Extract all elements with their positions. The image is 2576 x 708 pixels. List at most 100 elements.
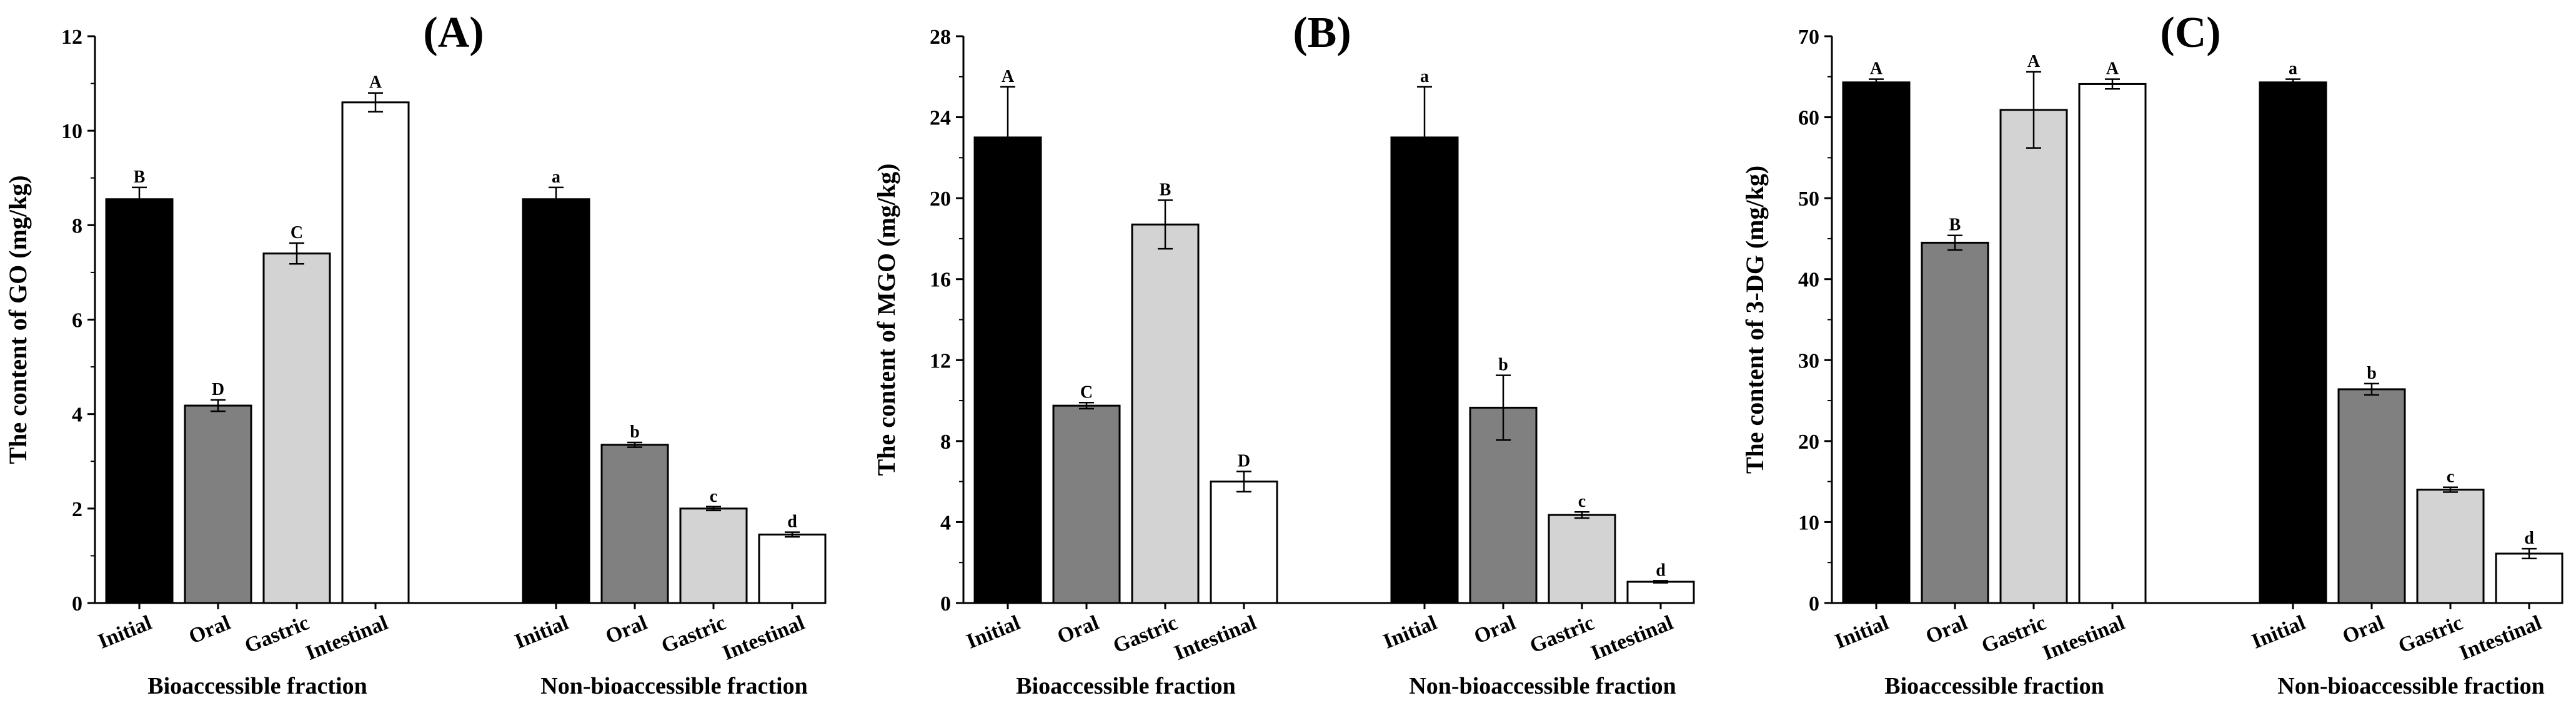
group-label: Bioaccessible fraction xyxy=(147,673,367,699)
significance-letter: c xyxy=(1578,492,1586,511)
bar-oral xyxy=(600,444,669,604)
y-tick-label: 10 xyxy=(61,120,82,143)
y-tick-label: 50 xyxy=(1798,187,1819,211)
bar-oral xyxy=(2337,388,2406,604)
y-axis-title: The content of 3-DG (mg/kg) xyxy=(1741,166,1769,474)
bar-initial xyxy=(1390,136,1459,604)
group-label: Non-bioaccessible fraction xyxy=(1409,673,1676,699)
significance-letter: A xyxy=(1002,67,1015,86)
y-tick-label: 12 xyxy=(930,349,951,372)
x-tick-label: Intestinal xyxy=(2456,611,2545,665)
x-tick-label: Initial xyxy=(1380,611,1440,654)
x-tick-label: Oral xyxy=(2339,611,2387,649)
bar-intestinal xyxy=(341,101,410,604)
panel-label: (A) xyxy=(423,9,484,57)
y-tick-label: 60 xyxy=(1798,107,1819,130)
x-tick-label: Initial xyxy=(95,611,155,654)
x-tick-label: Oral xyxy=(602,611,650,649)
y-tick-label: 24 xyxy=(930,107,951,130)
significance-letter: C xyxy=(291,223,303,242)
x-tick-label: Oral xyxy=(1471,611,1519,649)
significance-letter: B xyxy=(1160,180,1171,199)
y-tick-label: 10 xyxy=(1798,511,1819,534)
x-tick-label: Gastric xyxy=(658,611,729,658)
y-tick-label: 40 xyxy=(1798,269,1819,292)
y-tick-label: 0 xyxy=(940,592,951,616)
bar-intestinal xyxy=(2495,552,2564,604)
y-tick-label: 8 xyxy=(940,431,951,454)
bar-initial xyxy=(2259,81,2327,604)
x-tick-label: Initial xyxy=(963,611,1023,654)
panel-label: (C) xyxy=(2160,9,2220,57)
bar-initial xyxy=(1842,81,1911,604)
x-tick-label: Intestinal xyxy=(1171,611,1260,665)
group-label: Non-bioaccessible fraction xyxy=(2277,673,2544,699)
y-tick-label: 12 xyxy=(61,26,82,49)
group-label: Bioaccessible fraction xyxy=(1016,673,1235,699)
significance-letter: b xyxy=(2367,364,2377,383)
bar-gastric xyxy=(262,252,331,604)
bar-intestinal xyxy=(1210,481,1278,604)
significance-letter: D xyxy=(212,380,224,399)
significance-letter: a xyxy=(1420,67,1429,86)
significance-letter: b xyxy=(1498,356,1508,375)
y-tick-label: 8 xyxy=(72,214,82,237)
significance-letter: d xyxy=(1656,561,1666,580)
x-tick-label: Initial xyxy=(1832,611,1892,654)
significance-letter: c xyxy=(710,487,717,506)
significance-letter: a xyxy=(552,167,560,187)
panel-label: (B) xyxy=(1293,9,1351,57)
bar-intestinal xyxy=(758,533,827,604)
y-tick-label: 6 xyxy=(72,309,82,332)
y-tick-label: 20 xyxy=(1798,431,1819,454)
significance-letter: B xyxy=(134,167,146,187)
x-tick-label: Intestinal xyxy=(2039,611,2128,665)
bar-intestinal xyxy=(2078,82,2147,604)
chart-panel-3: 0 10 20 30 40 50 60 70 The content of 3-DG (mg/k… xyxy=(1741,9,2564,699)
group-label: Bioaccessible fraction xyxy=(1884,673,2104,699)
bar-initial xyxy=(522,198,590,604)
x-tick-label: Oral xyxy=(1922,611,1971,649)
significance-letter: A xyxy=(369,73,382,92)
significance-letter: C xyxy=(1080,382,1093,402)
bar-oral xyxy=(184,404,252,604)
bar-gastric xyxy=(1999,109,2068,604)
significance-letter: A xyxy=(2027,52,2041,71)
y-tick-label: 28 xyxy=(930,26,951,49)
x-tick-label: Gastric xyxy=(2395,611,2466,658)
x-tick-label: Oral xyxy=(186,611,234,649)
significance-letter: d xyxy=(787,512,797,532)
y-tick-label: 30 xyxy=(1798,349,1819,372)
group-label: Non-bioaccessible fraction xyxy=(540,673,807,699)
y-tick-label: 16 xyxy=(930,269,951,292)
x-tick-label: Gastric xyxy=(241,611,312,658)
significance-letter: c xyxy=(2447,467,2454,487)
significance-letter: A xyxy=(1870,59,1883,79)
y-tick-label: 20 xyxy=(930,187,951,211)
x-tick-label: Initial xyxy=(512,611,572,654)
bar-intestinal xyxy=(1626,581,1695,604)
bar-initial xyxy=(973,136,1042,604)
significance-letter: D xyxy=(1238,451,1250,471)
y-tick-label: 0 xyxy=(72,592,82,616)
y-tick-label: 4 xyxy=(940,511,951,534)
x-tick-label: Initial xyxy=(2249,611,2309,654)
x-tick-label: Intestinal xyxy=(1588,611,1676,665)
chart-panel-1: 0 2 4 6 8 10 12 The content of GO (mg/kg) (A) B In… xyxy=(4,9,827,699)
bar-gastric xyxy=(679,507,748,604)
x-tick-label: Intestinal xyxy=(719,611,808,665)
bar-initial xyxy=(105,198,174,604)
y-tick-label: 0 xyxy=(1809,592,1819,616)
y-axis-title: The content of GO (mg/kg) xyxy=(4,175,32,464)
bar-gastric xyxy=(2416,489,2485,604)
significance-letter: B xyxy=(1949,216,1961,235)
x-tick-label: Gastric xyxy=(1526,611,1598,658)
chart-panel-2: 0 4 8 12 16 20 24 28 The content of MGO (mg/kg) (… xyxy=(872,9,1695,699)
significance-letter: A xyxy=(2106,59,2119,79)
significance-letter: b xyxy=(630,422,640,442)
x-tick-label: Gastric xyxy=(1978,611,2049,658)
bar-gastric xyxy=(1131,223,1200,604)
y-tick-label: 2 xyxy=(72,498,82,521)
significance-letter: d xyxy=(2524,529,2534,548)
